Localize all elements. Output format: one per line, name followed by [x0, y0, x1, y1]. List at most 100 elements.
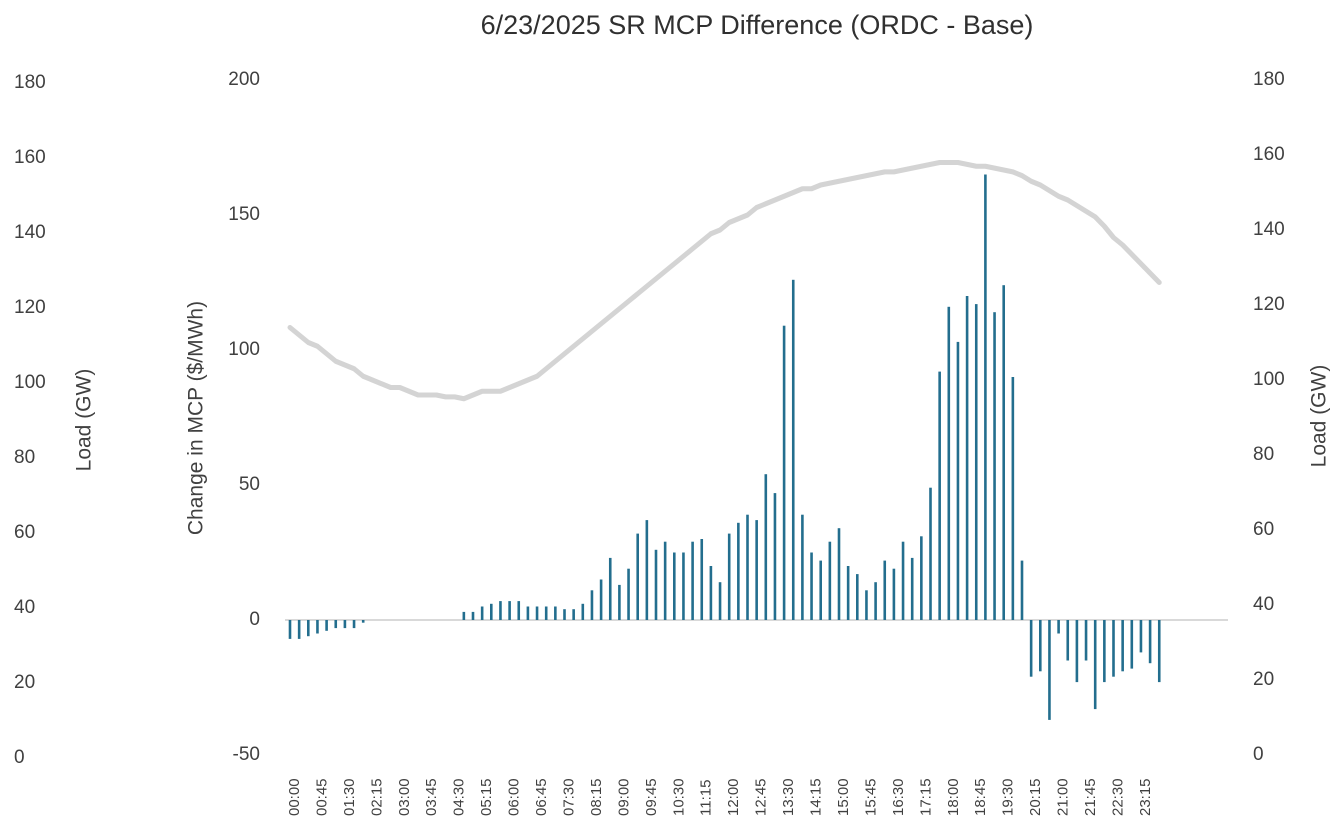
bar [535, 606, 539, 620]
bar [938, 371, 941, 620]
x-tick-label: 11:15 [698, 780, 715, 816]
bar [1121, 620, 1124, 672]
x-tick-label: 19:30 [1000, 778, 1017, 816]
bar [737, 522, 740, 620]
y2-tick-label-right: 140 [1253, 219, 1285, 240]
bar [645, 520, 649, 620]
x-tick-label: 20:15 [1027, 778, 1044, 816]
bar [361, 620, 365, 623]
bar [1112, 620, 1115, 677]
bar [718, 582, 722, 620]
bar [746, 514, 749, 620]
bar [636, 533, 639, 620]
y2-tick-label-right: 20 [1253, 669, 1274, 690]
bar [352, 620, 356, 629]
y2-tick-label-right: 80 [1253, 444, 1274, 465]
bar [810, 552, 813, 620]
bar [1048, 620, 1051, 720]
bar [920, 536, 923, 620]
x-tick-label: 09:45 [643, 778, 660, 816]
bar [499, 601, 502, 620]
bar [682, 552, 685, 620]
bar [618, 584, 621, 620]
x-tick-label: 23:15 [1137, 778, 1154, 816]
bar [554, 606, 557, 620]
y2-tick-label-left: 40 [14, 597, 35, 618]
bar [581, 603, 585, 620]
bar [627, 568, 630, 620]
y-axis-label: Change in MCP ($/MWh) [185, 301, 208, 535]
y-tick-label: 100 [228, 339, 260, 360]
y2-tick-label-right: 40 [1253, 594, 1274, 615]
bar [1002, 285, 1005, 620]
bar [709, 566, 713, 620]
x-tick-label: 00:45 [313, 778, 330, 816]
y-tick-label: 200 [228, 69, 260, 90]
bar [572, 609, 575, 620]
y2-tick-label-right: 180 [1253, 69, 1285, 90]
bar [929, 487, 932, 620]
bar [288, 620, 292, 639]
x-tick-label: 18:00 [945, 778, 962, 816]
bar [1066, 620, 1070, 661]
y2-tick-label-left: 160 [14, 147, 46, 168]
bar [590, 590, 594, 620]
y2-tick-label-left: 60 [14, 522, 35, 543]
x-tick-label: 13:30 [780, 778, 797, 816]
bar [517, 601, 521, 620]
bar [755, 520, 758, 620]
bar [608, 557, 612, 620]
y2-tick-label-left: 0 [14, 747, 25, 768]
bar [883, 560, 887, 620]
bar [325, 620, 328, 631]
bar [856, 574, 859, 620]
bar [1148, 620, 1152, 664]
y-tick-label: 150 [228, 204, 260, 225]
y2-tick-label-left: 20 [14, 672, 35, 693]
x-tick-label: 10:30 [670, 778, 687, 816]
bar [1029, 620, 1033, 677]
x-tick-label: 21:45 [1082, 778, 1099, 816]
bar [490, 603, 493, 620]
bar [901, 541, 905, 620]
bar [956, 341, 960, 620]
bar [654, 549, 658, 620]
bar [480, 606, 484, 620]
bar [1075, 620, 1079, 683]
bar [874, 582, 877, 620]
bar [865, 590, 868, 620]
bar [819, 560, 822, 620]
x-tick-label: 06:00 [506, 778, 523, 816]
bar [1157, 620, 1161, 683]
x-tick-label: 01:30 [341, 778, 358, 816]
bar [801, 514, 804, 620]
x-tick-label: 09:00 [615, 778, 632, 816]
bar [1084, 620, 1088, 661]
bar [343, 620, 347, 629]
bar [791, 279, 795, 620]
y2-tick-label-left: 120 [14, 297, 46, 318]
y2-tick-label-left: 100 [14, 372, 46, 393]
y2-tick-label-right: 160 [1253, 144, 1285, 165]
bar [1103, 620, 1106, 683]
x-tick-label: 07:30 [560, 778, 577, 816]
x-tick-label: 00:00 [286, 778, 303, 816]
y-tick-label: 0 [249, 609, 260, 630]
bar [727, 533, 731, 620]
bar [773, 493, 777, 620]
x-tick-label: 03:45 [423, 778, 440, 816]
bar [1093, 620, 1097, 710]
y-tick-label: -50 [233, 744, 260, 765]
bar [673, 552, 676, 620]
bar [993, 312, 996, 620]
x-tick-label: 06:45 [533, 778, 550, 816]
bar [965, 296, 969, 620]
x-tick-label: 15:45 [862, 778, 879, 816]
y2-tick-label-left: 80 [14, 447, 35, 468]
bar [471, 611, 475, 620]
bar [599, 579, 603, 620]
chart-title: 6/23/2025 SR MCP Difference (ORDC - Base… [481, 10, 1034, 40]
y2-tick-label-left: 180 [14, 72, 46, 93]
y2-axis-label-right: Load (GW) [1308, 365, 1331, 468]
